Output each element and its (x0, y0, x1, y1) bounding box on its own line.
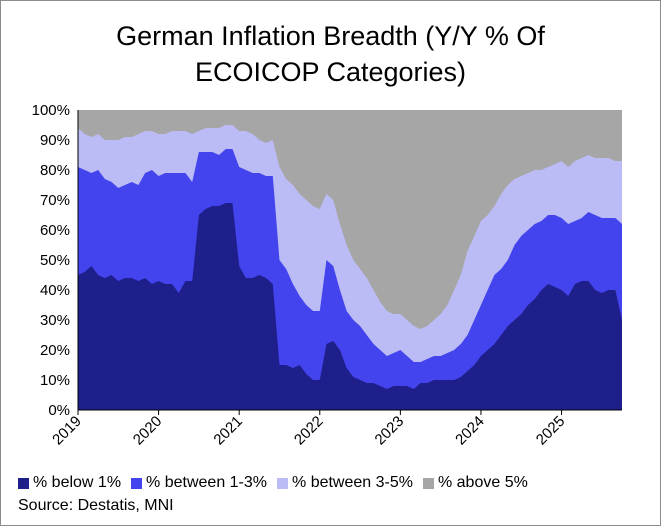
y-tick-label: 90% (40, 132, 70, 149)
area-series-group (78, 110, 622, 410)
legend-item-3: % above 5% (422, 474, 528, 492)
chart-title: German Inflation Breadth (Y/Y % Of ECOIC… (0, 18, 661, 90)
y-tick-label: 50% (40, 252, 70, 269)
y-tick-label: 30% (40, 312, 70, 329)
legend: % below 1% % between 1-3% % between 3-5% % … (18, 474, 648, 492)
y-tick-label: 100% (32, 102, 70, 119)
x-tick-label: 2020 (130, 413, 166, 449)
y-tick-label: 70% (40, 192, 70, 209)
legend-swatch (18, 477, 29, 489)
x-tick-label: 2025 (533, 413, 569, 449)
y-tick-label: 10% (40, 372, 70, 389)
x-tick-label: 2021 (210, 413, 246, 449)
x-tick-label: 2024 (452, 413, 488, 449)
legend-label: % between 3-5% (292, 474, 413, 491)
legend-item-2: % between 3-5% (277, 474, 413, 492)
chart-title-line-1: German Inflation Breadth (Y/Y % Of (116, 21, 545, 51)
legend-item-0: % below 1% (18, 474, 121, 492)
y-tick-label: 20% (40, 342, 70, 359)
y-tick-label: 80% (40, 162, 70, 179)
y-tick-label: 0% (48, 402, 70, 419)
x-tick-label: 2022 (291, 413, 327, 449)
source-note: Source: Destatis, MNI (18, 497, 174, 514)
legend-label: % above 5% (437, 474, 528, 491)
chart-title-line-2: ECOICOP Categories) (194, 57, 467, 87)
legend-label: % below 1% (33, 474, 122, 491)
legend-item-1: % between 1-3% (131, 474, 267, 492)
legend-swatch (131, 477, 143, 489)
y-tick-label: 60% (40, 222, 70, 239)
legend-swatch (422, 477, 434, 489)
legend-label: % between 1-3% (146, 474, 268, 491)
x-tick-label: 2023 (372, 413, 408, 449)
stacked-area-chart: 0%10%20%30%40%50%60%70%80%90%100%2019 202… (32, 102, 622, 449)
y-tick-label: 40% (40, 282, 70, 299)
legend-swatch (277, 477, 289, 489)
area-series-0 (78, 203, 622, 410)
